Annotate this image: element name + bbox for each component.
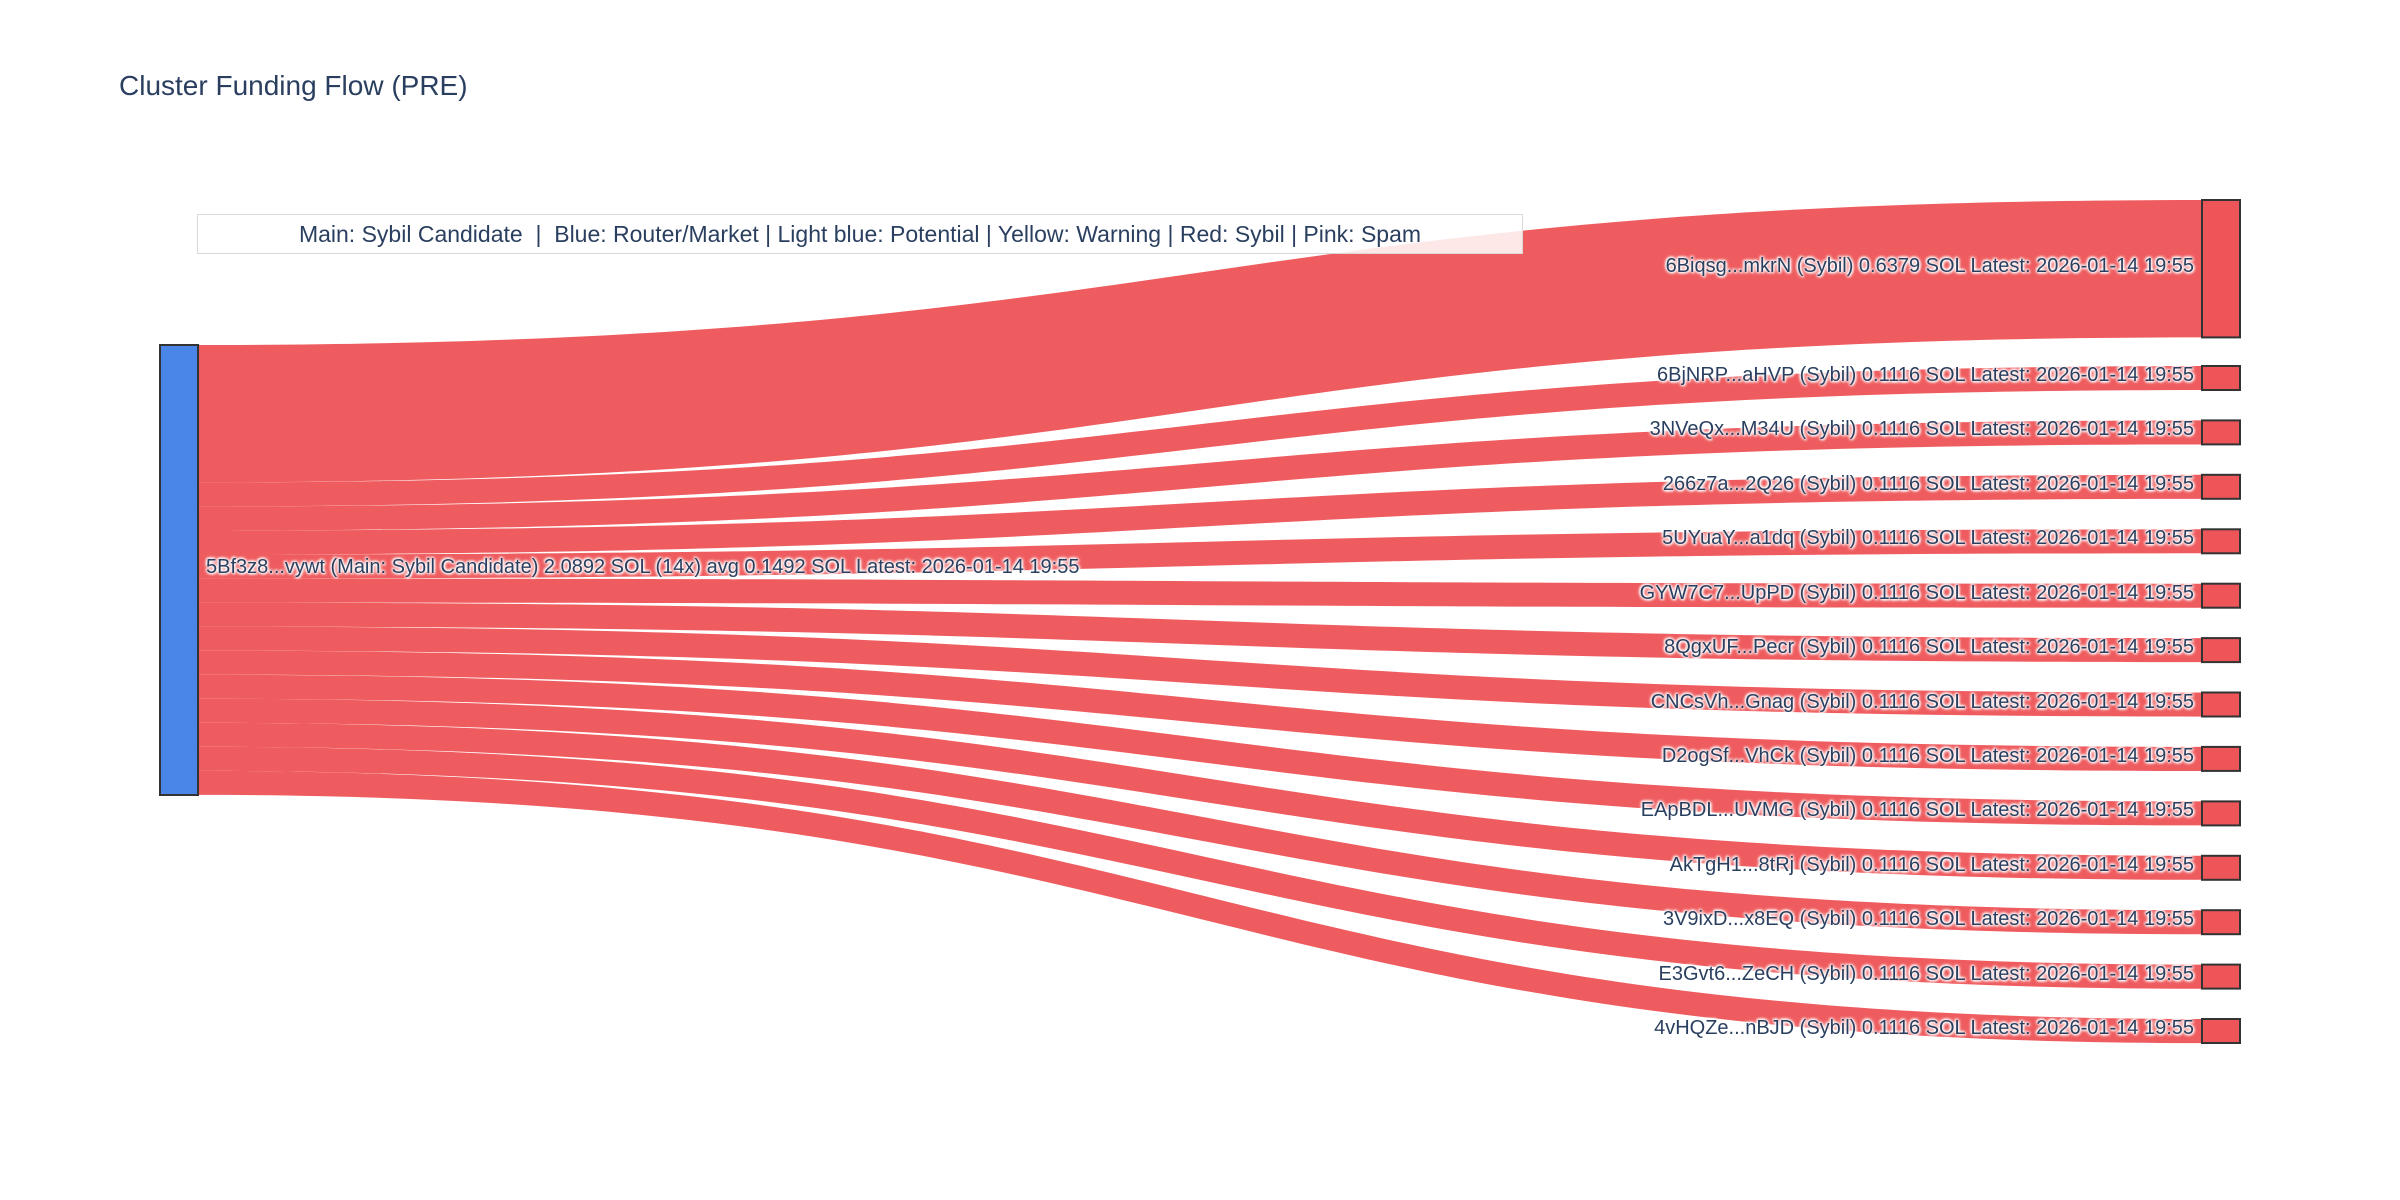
sankey-link[interactable] — [198, 650, 2202, 771]
sankey-link[interactable] — [198, 674, 2202, 826]
sankey-link[interactable] — [198, 626, 2202, 717]
target-node-label: CNCsVh...Gnag (Sybil) 0.1116 SOL Latest:… — [1650, 691, 2194, 713]
target-node-label: 8QgxUF...Pecr (Sybil) 0.1116 SOL Latest:… — [1664, 636, 2194, 658]
sankey-node-source[interactable] — [159, 344, 199, 796]
target-node-label: 266z7a...2Q26 (Sybil) 0.1116 SOL Latest:… — [1662, 473, 2194, 495]
target-node-label: GYW7C7...UpPD (Sybil) 0.1116 SOL Latest:… — [1639, 582, 2194, 604]
target-node-label: 6BjNRP...aHVP (Sybil) 0.1116 SOL Latest:… — [1657, 364, 2194, 386]
sankey-node-target[interactable] — [2201, 528, 2241, 555]
target-node-label: 3NVeQx...M34U (Sybil) 0.1116 SOL Latest:… — [1649, 418, 2194, 440]
target-node-label: 4vHQZe...nBJD (Sybil) 0.1116 SOL Latest:… — [1654, 1017, 2194, 1039]
sankey-link[interactable] — [198, 366, 2202, 507]
sankey-link[interactable] — [198, 770, 2202, 1044]
sankey-node-target[interactable] — [2201, 582, 2241, 609]
sankey-node-target[interactable] — [2201, 1018, 2241, 1044]
target-node-label: D2ogSf...VhCk (Sybil) 0.1116 SOL Latest:… — [1661, 745, 2194, 767]
sankey-node-target[interactable] — [2201, 199, 2241, 339]
sankey-node-target[interactable] — [2201, 800, 2241, 827]
target-node-label: 6Biqsg...mkrN (Sybil) 0.6379 SOL Latest:… — [1665, 255, 2194, 277]
target-node-label: 5UYuaY...a1dq (Sybil) 0.1116 SOL Latest:… — [1662, 527, 2194, 549]
sankey-node-target[interactable] — [2201, 473, 2241, 500]
sankey-link[interactable] — [198, 200, 2202, 483]
sankey-link[interactable] — [198, 746, 2202, 989]
target-node-label: E3Gvt6...ZeCH (Sybil) 0.1116 SOL Latest:… — [1658, 963, 2194, 985]
sankey-node-target[interactable] — [2201, 963, 2241, 990]
sankey-link[interactable] — [198, 474, 2202, 555]
sankey-link[interactable] — [198, 420, 2202, 531]
sankey-node-target[interactable] — [2201, 637, 2241, 664]
chart-title: Cluster Funding Flow (PRE) — [119, 70, 468, 101]
sankey-node-target[interactable] — [2201, 419, 2241, 446]
target-node-label: AkTgH1...8tRj (Sybil) 0.1116 SOL Latest:… — [1669, 854, 2194, 876]
sankey-link[interactable] — [198, 602, 2202, 663]
target-node-label: EApBDL...UVMG (Sybil) 0.1116 SOL Latest:… — [1640, 799, 2194, 821]
sankey-node-target[interactable] — [2201, 854, 2241, 881]
legend-annotation: Main: Sybil Candidate | Blue: Router/Mar… — [197, 214, 1523, 254]
sankey-node-target[interactable] — [2201, 365, 2241, 391]
sankey-node-target[interactable] — [2201, 691, 2241, 718]
target-node-label: 3V9ixD...x8EQ (Sybil) 0.1116 SOL Latest:… — [1662, 908, 2194, 930]
sankey-link[interactable] — [198, 578, 2202, 608]
sankey-link[interactable] — [198, 698, 2202, 880]
sankey-node-target[interactable] — [2201, 745, 2241, 772]
sankey-link[interactable] — [198, 722, 2202, 935]
sankey-link[interactable] — [198, 529, 2202, 579]
sankey-node-target[interactable] — [2201, 909, 2241, 936]
source-node-label: 5Bf3z8...vywt (Main: Sybil Candidate) 2.… — [206, 556, 1080, 578]
